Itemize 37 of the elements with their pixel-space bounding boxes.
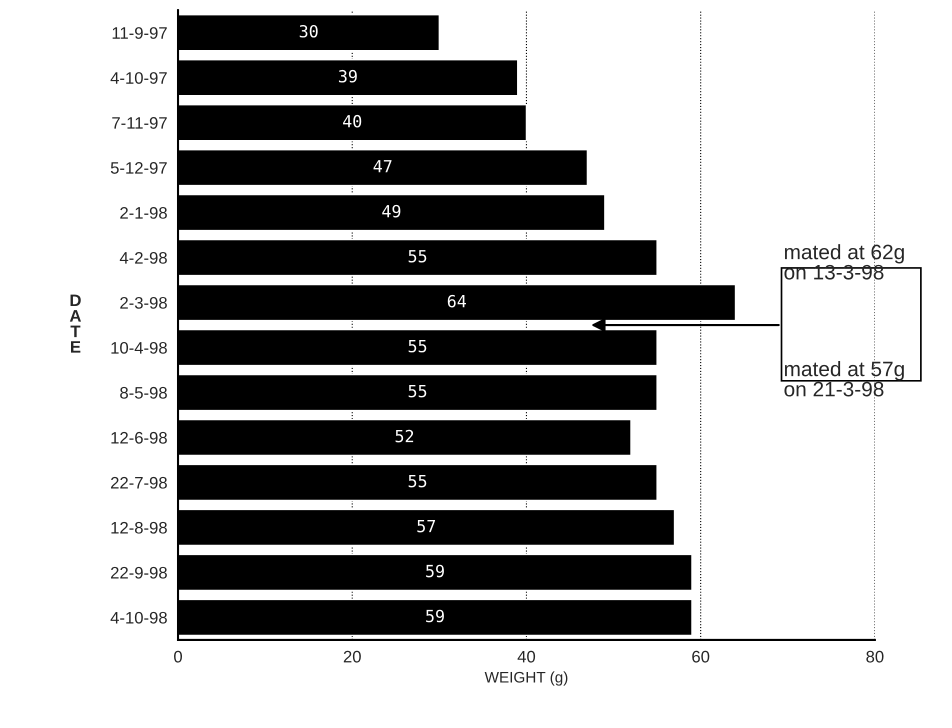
annotation: mated at 57g on 21-3-98 xyxy=(784,361,904,397)
y-tick-label: 22-7-98 xyxy=(111,476,167,489)
data-label: 55 xyxy=(408,385,426,398)
y-tick-label: 4-2-98 xyxy=(120,252,167,264)
x-tick-label: 40 xyxy=(518,650,536,663)
y-tick-label: 12-8-98 xyxy=(111,522,167,534)
y-tick-label: 2-3-98 xyxy=(120,296,167,309)
y-axis-title: DATE xyxy=(70,294,82,353)
y-tick-label: 10-4-98 xyxy=(111,342,167,354)
data-label: 49 xyxy=(382,204,400,218)
data-label: 39 xyxy=(338,70,357,83)
data-label: 55 xyxy=(408,474,426,488)
y-tick-label: 4-10-97 xyxy=(110,72,167,84)
data-label: 64 xyxy=(448,294,466,308)
data-label: 59 xyxy=(426,610,444,622)
y-tick-label: 12-6-98 xyxy=(111,432,167,444)
data-label: 52 xyxy=(396,430,414,442)
y-tick-label: 8-5-98 xyxy=(120,386,167,399)
x-tick-label: 80 xyxy=(866,650,884,663)
y-tick-label: 22-9-98 xyxy=(111,566,167,579)
data-label: 57 xyxy=(417,520,436,532)
data-label: 55 xyxy=(408,250,426,262)
data-label: 30 xyxy=(300,24,318,38)
data-label: 59 xyxy=(426,564,444,578)
data-label: 47 xyxy=(374,160,392,172)
x-tick-label: 0 xyxy=(174,650,182,663)
y-tick-label: 5-12-97 xyxy=(110,162,167,174)
x-tick-label: 60 xyxy=(692,650,710,663)
y-tick-label: 4-10-98 xyxy=(110,612,167,624)
y-tick-label: 11-9-97 xyxy=(112,27,167,39)
y-tick-label: 7-11-97 xyxy=(112,117,167,129)
x-axis-title: WEIGHT (g) xyxy=(484,671,568,686)
annotation: mated at 62g on 13-3-98 xyxy=(784,244,904,280)
y-tick-label: 2-1-98 xyxy=(120,207,167,219)
x-tick-label: 20 xyxy=(344,650,361,663)
data-label: 55 xyxy=(408,340,426,352)
data-label: 40 xyxy=(343,114,362,128)
